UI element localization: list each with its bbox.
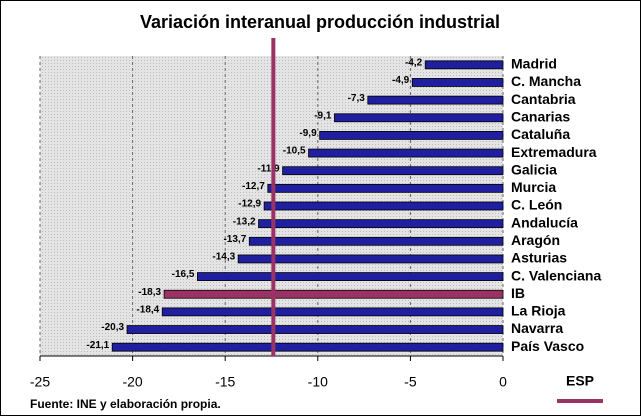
x-tick-label: -15 xyxy=(215,374,235,390)
y-tick-label: Cantabria xyxy=(511,91,576,107)
y-tick-label: Asturias xyxy=(511,250,567,266)
source: Fuente: INE y elaboración propia. xyxy=(30,397,221,411)
x-tick-label: -20 xyxy=(122,374,142,390)
bar xyxy=(308,148,504,158)
legend-label: ESP xyxy=(566,373,594,389)
data-label: -12,9 xyxy=(238,199,261,210)
data-label: -21,1 xyxy=(86,340,109,351)
y-tick-label: C. Valenciana xyxy=(511,267,601,283)
bar xyxy=(319,131,504,140)
x-tick-label: -25 xyxy=(30,374,50,390)
data-label: -4,2 xyxy=(405,57,423,68)
x-tick-label: 0 xyxy=(499,374,507,390)
y-tick-label: IB xyxy=(511,285,525,301)
data-label: -18,3 xyxy=(138,287,161,298)
bar xyxy=(411,78,504,87)
bar xyxy=(424,60,504,70)
data-label: -9,1 xyxy=(314,110,332,121)
bar xyxy=(334,113,504,123)
data-label: -7,3 xyxy=(348,93,366,104)
data-label: -10,5 xyxy=(283,146,306,157)
data-label: -18,4 xyxy=(136,305,159,316)
data-label: -12,7 xyxy=(242,181,265,192)
y-tick-label: País Vasco xyxy=(511,338,584,354)
bar xyxy=(282,166,504,176)
data-label: -20,3 xyxy=(101,322,124,333)
y-tick-label: Murcia xyxy=(511,179,556,195)
data-label: -16,5 xyxy=(172,269,195,280)
x-tick-label: -10 xyxy=(308,374,328,390)
bar xyxy=(367,95,504,105)
chart-title: Variación interanual producción industri… xyxy=(140,12,500,32)
data-label: -14,3 xyxy=(212,252,235,263)
bar xyxy=(197,272,504,281)
bar xyxy=(267,183,504,193)
x-tick-label: -5 xyxy=(404,374,417,390)
bar xyxy=(237,254,504,264)
y-tick-label: Cataluña xyxy=(511,126,570,142)
y-tick-label: Galicia xyxy=(511,161,557,177)
data-label: -13,2 xyxy=(233,216,256,227)
y-tick-label: Extremadura xyxy=(511,144,597,160)
y-tick-label: C. Mancha xyxy=(511,73,581,89)
bar xyxy=(161,307,504,317)
y-tick-label: Madrid xyxy=(511,56,557,72)
y-tick-label: Aragón xyxy=(511,232,560,248)
data-label: -9,9 xyxy=(299,128,317,139)
data-label: -13,7 xyxy=(223,234,246,245)
y-tick-label: Andalucía xyxy=(511,214,578,230)
y-tick-label: C. León xyxy=(511,197,562,213)
data-label: -4,9 xyxy=(392,75,410,86)
bar xyxy=(126,325,504,334)
bar xyxy=(163,289,504,299)
data-label: -11,9 xyxy=(257,163,280,174)
y-tick-label: Navarra xyxy=(511,320,563,336)
bar xyxy=(111,342,504,352)
y-tick-label: La Rioja xyxy=(511,303,566,319)
bar xyxy=(258,219,504,229)
bar xyxy=(263,201,504,211)
y-tick-label: Canarias xyxy=(511,108,570,124)
bar xyxy=(248,236,504,246)
